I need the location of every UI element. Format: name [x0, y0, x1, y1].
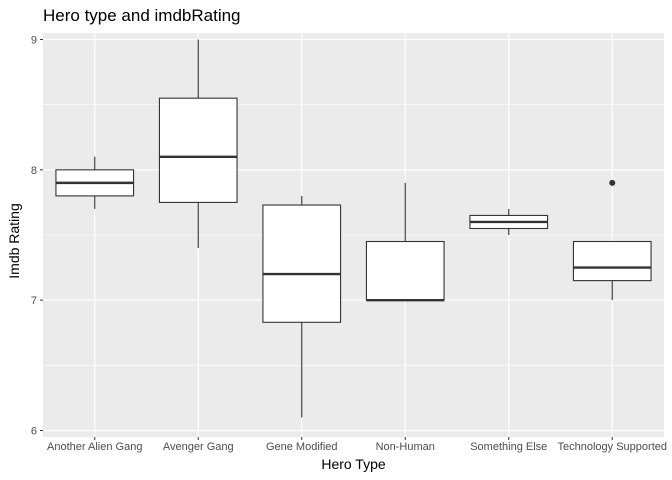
box-group	[158, 39, 238, 249]
box-group	[469, 208, 549, 235]
box	[158, 97, 238, 203]
box	[365, 240, 445, 301]
box-group	[572, 179, 652, 301]
y-tick-label: 8	[31, 165, 37, 177]
y-axis-title: Imdb Rating	[6, 203, 22, 278]
x-tick-label: Non-Human	[376, 441, 435, 453]
boxplot-series	[55, 39, 652, 418]
box	[572, 240, 652, 282]
box-group	[365, 182, 445, 302]
outlier-point	[609, 179, 616, 186]
box-group	[55, 156, 135, 209]
box	[262, 204, 342, 323]
chart-title: Hero type and imdbRating	[43, 6, 241, 25]
grid-minor	[43, 104, 664, 366]
x-tick-label: Another Alien Gang	[47, 441, 142, 453]
y-tick-label: 9	[31, 35, 37, 47]
y-tick-label: 6	[31, 425, 37, 437]
x-tick-label: Avenger Gang	[163, 441, 234, 453]
box-group	[262, 195, 342, 418]
y-axis: 6 7 8 9	[31, 35, 43, 437]
y-tick-label: 7	[31, 295, 37, 307]
x-tick-label: Something Else	[470, 441, 547, 453]
x-tick-label: Gene Modified	[266, 441, 338, 453]
x-axis: Another Alien Gang Avenger Gang Gene Modif…	[47, 437, 667, 453]
x-tick-label: Technology Supported	[558, 441, 667, 453]
x-axis-title: Hero Type	[321, 456, 386, 472]
